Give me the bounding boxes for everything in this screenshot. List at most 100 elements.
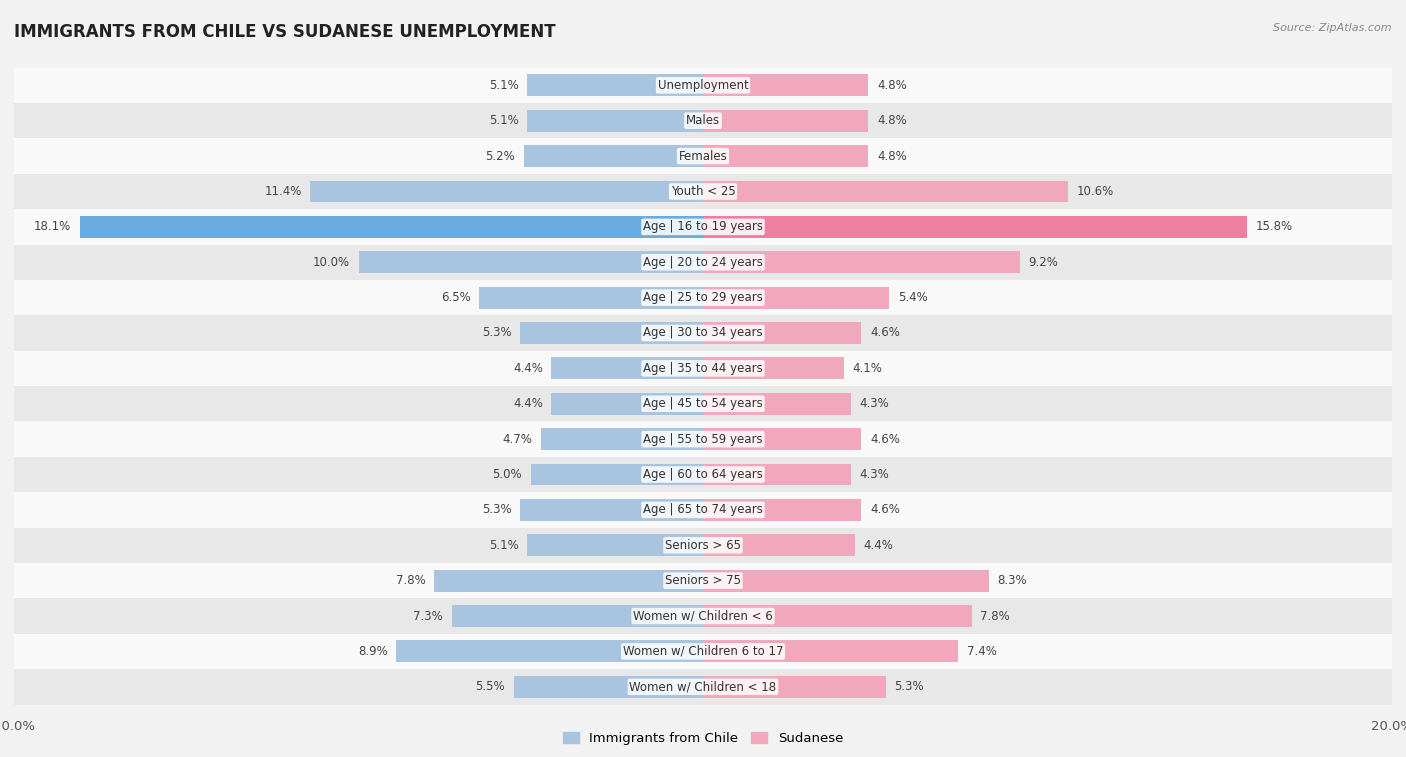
Text: 7.3%: 7.3%	[413, 609, 443, 622]
Bar	[703, 428, 862, 450]
Text: 5.5%: 5.5%	[475, 681, 505, 693]
Text: Age | 35 to 44 years: Age | 35 to 44 years	[643, 362, 763, 375]
Text: 18.1%: 18.1%	[34, 220, 70, 233]
Text: 5.1%: 5.1%	[489, 114, 519, 127]
Bar	[527, 534, 703, 556]
Bar	[14, 492, 1392, 528]
Bar	[14, 386, 1392, 422]
Bar	[527, 74, 703, 96]
Text: 4.6%: 4.6%	[870, 503, 900, 516]
Text: 10.6%: 10.6%	[1077, 185, 1114, 198]
Text: 4.3%: 4.3%	[859, 397, 890, 410]
Bar	[703, 499, 862, 521]
Text: 8.9%: 8.9%	[359, 645, 388, 658]
Text: 5.3%: 5.3%	[894, 681, 924, 693]
Bar	[703, 570, 988, 592]
Bar	[703, 534, 855, 556]
Text: Age | 45 to 54 years: Age | 45 to 54 years	[643, 397, 763, 410]
Text: 10.0%: 10.0%	[312, 256, 350, 269]
Bar	[451, 605, 703, 627]
Bar	[311, 180, 703, 202]
Text: 4.4%: 4.4%	[513, 362, 543, 375]
Bar	[703, 357, 844, 379]
Text: Age | 30 to 34 years: Age | 30 to 34 years	[643, 326, 763, 339]
Bar	[434, 570, 703, 592]
Bar	[541, 428, 703, 450]
Bar	[703, 322, 862, 344]
Text: Males: Males	[686, 114, 720, 127]
Text: Females: Females	[679, 150, 727, 163]
Text: 7.8%: 7.8%	[396, 574, 426, 587]
Bar	[703, 676, 886, 698]
Text: Source: ZipAtlas.com: Source: ZipAtlas.com	[1274, 23, 1392, 33]
Bar	[14, 67, 1392, 103]
Text: Women w/ Children 6 to 17: Women w/ Children 6 to 17	[623, 645, 783, 658]
Bar	[703, 393, 851, 415]
Bar	[14, 422, 1392, 456]
Text: 4.8%: 4.8%	[877, 79, 907, 92]
Bar	[396, 640, 703, 662]
Bar	[531, 463, 703, 485]
Bar	[703, 640, 957, 662]
Text: 5.1%: 5.1%	[489, 539, 519, 552]
Bar	[551, 393, 703, 415]
Text: 4.4%: 4.4%	[863, 539, 893, 552]
Bar	[703, 605, 972, 627]
Bar	[527, 110, 703, 132]
Text: 5.0%: 5.0%	[492, 468, 522, 481]
Bar	[703, 216, 1247, 238]
Text: 5.3%: 5.3%	[482, 503, 512, 516]
Bar	[14, 528, 1392, 563]
Bar	[703, 463, 851, 485]
Legend: Immigrants from Chile, Sudanese: Immigrants from Chile, Sudanese	[558, 727, 848, 750]
Text: Women w/ Children < 18: Women w/ Children < 18	[630, 681, 776, 693]
Text: Age | 25 to 29 years: Age | 25 to 29 years	[643, 291, 763, 304]
Text: 5.1%: 5.1%	[489, 79, 519, 92]
Bar	[524, 145, 703, 167]
Text: Unemployment: Unemployment	[658, 79, 748, 92]
Bar	[703, 74, 869, 96]
Bar	[14, 669, 1392, 705]
Text: Women w/ Children < 6: Women w/ Children < 6	[633, 609, 773, 622]
Bar	[520, 499, 703, 521]
Bar	[14, 174, 1392, 209]
Bar	[14, 280, 1392, 316]
Text: Age | 16 to 19 years: Age | 16 to 19 years	[643, 220, 763, 233]
Bar	[703, 145, 869, 167]
Text: Age | 55 to 59 years: Age | 55 to 59 years	[643, 433, 763, 446]
Bar	[14, 209, 1392, 245]
Bar	[14, 598, 1392, 634]
Text: 9.2%: 9.2%	[1029, 256, 1059, 269]
Text: 6.5%: 6.5%	[440, 291, 471, 304]
Text: 4.7%: 4.7%	[502, 433, 533, 446]
Text: Seniors > 65: Seniors > 65	[665, 539, 741, 552]
Text: Age | 65 to 74 years: Age | 65 to 74 years	[643, 503, 763, 516]
Text: 8.3%: 8.3%	[997, 574, 1028, 587]
Bar	[513, 676, 703, 698]
Bar	[359, 251, 703, 273]
Bar	[703, 287, 889, 309]
Bar	[14, 634, 1392, 669]
Bar	[14, 245, 1392, 280]
Bar	[14, 456, 1392, 492]
Bar	[520, 322, 703, 344]
Text: 4.3%: 4.3%	[859, 468, 890, 481]
Bar	[14, 316, 1392, 350]
Text: 7.4%: 7.4%	[966, 645, 997, 658]
Bar	[14, 103, 1392, 139]
Bar	[551, 357, 703, 379]
Text: 4.4%: 4.4%	[513, 397, 543, 410]
Text: Age | 60 to 64 years: Age | 60 to 64 years	[643, 468, 763, 481]
Bar	[80, 216, 703, 238]
Bar	[703, 110, 869, 132]
Text: 5.3%: 5.3%	[482, 326, 512, 339]
Text: Age | 20 to 24 years: Age | 20 to 24 years	[643, 256, 763, 269]
Text: 4.6%: 4.6%	[870, 433, 900, 446]
Text: Youth < 25: Youth < 25	[671, 185, 735, 198]
Text: 15.8%: 15.8%	[1256, 220, 1294, 233]
Text: 7.8%: 7.8%	[980, 609, 1010, 622]
Bar	[703, 180, 1069, 202]
Text: 4.1%: 4.1%	[853, 362, 883, 375]
Text: 4.6%: 4.6%	[870, 326, 900, 339]
Bar	[479, 287, 703, 309]
